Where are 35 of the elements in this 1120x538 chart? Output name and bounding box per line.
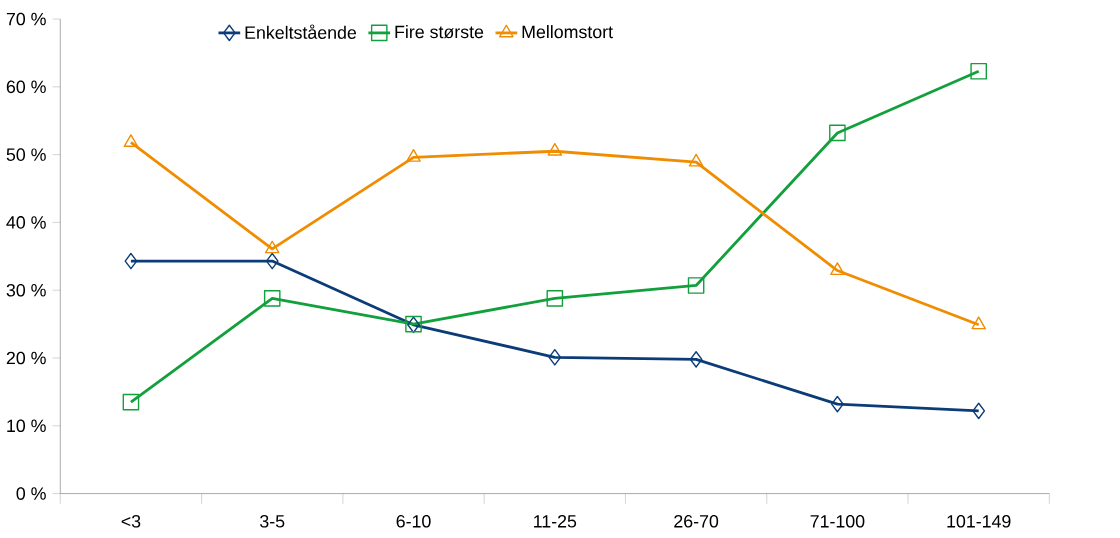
point (687, 276, 705, 294)
y-tick-label: 20 % (6, 351, 46, 365)
y-tick-label: 0 % (16, 487, 46, 500)
legend-label: Mellomstort (522, 24, 613, 39)
point (264, 240, 280, 254)
x-tick-label: 101-149 (947, 514, 1011, 528)
point (830, 262, 845, 275)
x-tick-label: 26-70 (674, 514, 719, 528)
y-tick-label: 40 % (6, 215, 46, 229)
point (406, 148, 421, 162)
point (688, 153, 704, 167)
point (122, 393, 140, 411)
x-tick-label: 6-10 (396, 514, 431, 528)
x-tick-label: 11-25 (534, 514, 577, 528)
point (546, 289, 564, 307)
point (548, 348, 562, 366)
point (547, 142, 563, 156)
point (689, 350, 703, 368)
x-tick-label: <3 (121, 514, 141, 528)
point (123, 133, 139, 147)
legend-label: Fire største (395, 24, 484, 39)
y-tick-label: 10 % (7, 419, 46, 432)
x-tick-label: 71-100 (810, 514, 865, 528)
point (972, 402, 986, 420)
point (971, 316, 986, 330)
y-tick-label: 70 % (6, 12, 46, 26)
y-tick-label: 60 % (6, 80, 46, 93)
x-tick-label: 3-5 (260, 514, 285, 528)
point (263, 289, 281, 307)
point (830, 395, 844, 413)
legend-label: Enkeltstående (245, 24, 357, 39)
y-tick-label: 50 % (6, 148, 46, 161)
y-tick-label: 30 % (6, 283, 46, 297)
point (265, 252, 279, 270)
point (124, 252, 138, 270)
